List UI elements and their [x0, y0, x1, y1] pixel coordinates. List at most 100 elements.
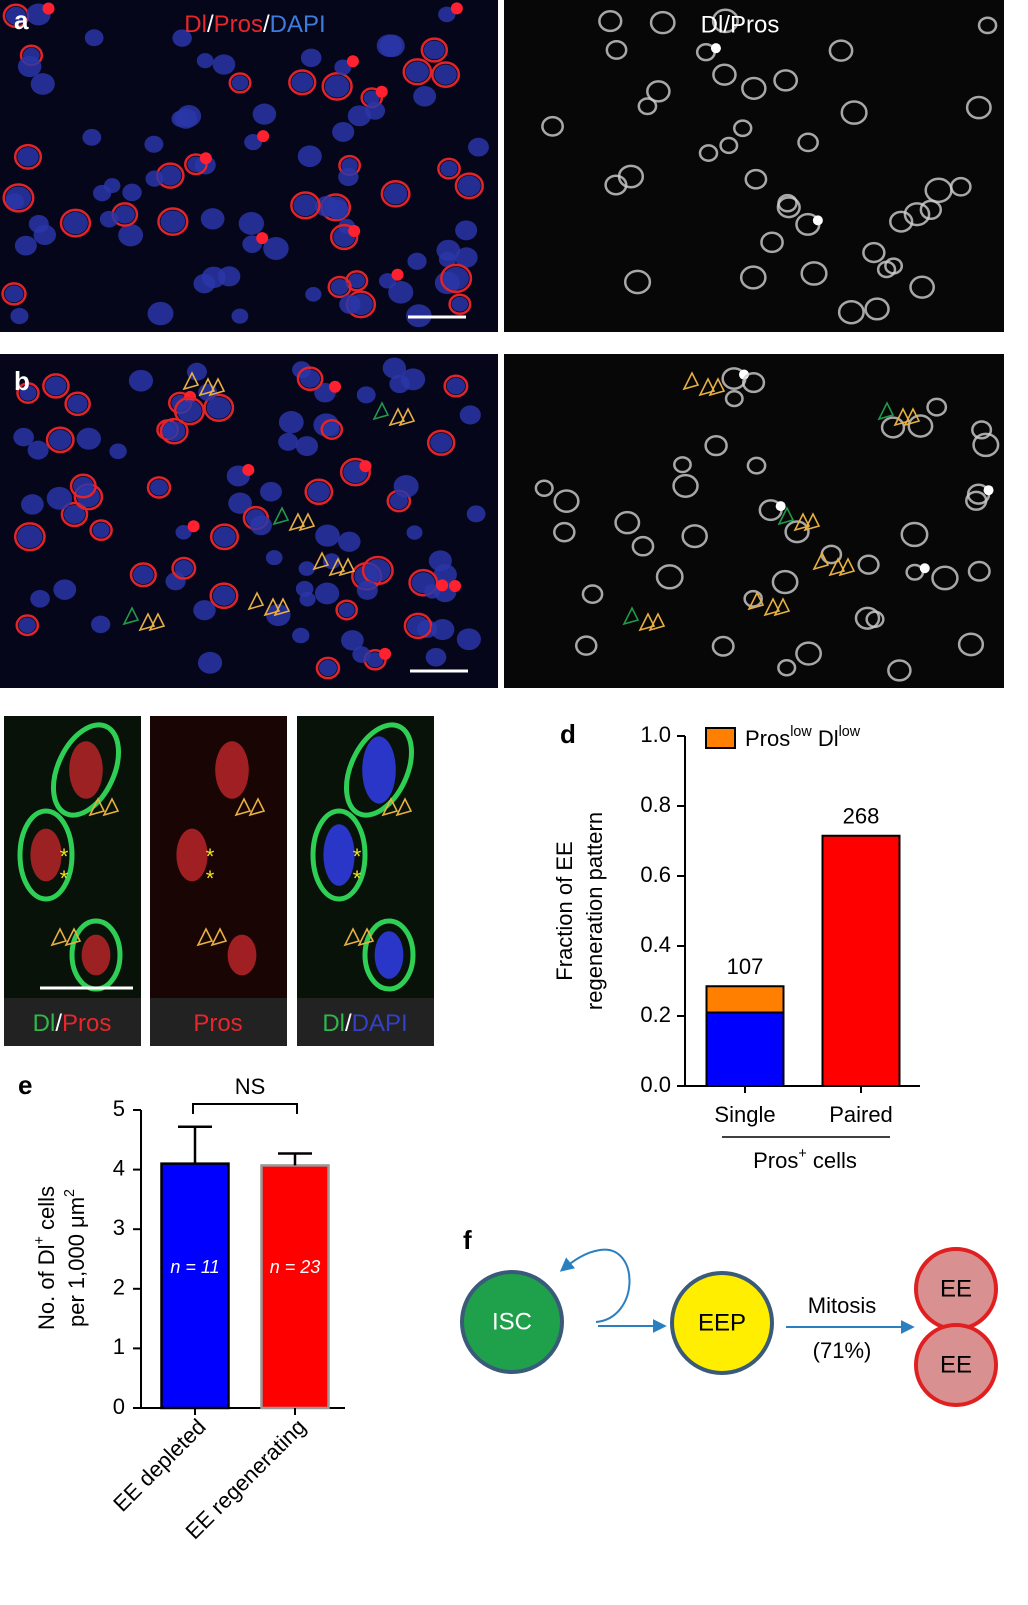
- cell-ring: [159, 417, 189, 445]
- cell-outline: [17, 808, 75, 902]
- cell-ring: [773, 69, 799, 92]
- arrowhead: [682, 371, 700, 391]
- bar-segment: [705, 1011, 785, 1087]
- nucleus: [339, 294, 361, 315]
- cell-ring: [534, 479, 554, 497]
- asterisk: *: [353, 844, 362, 869]
- cell-ring: [655, 564, 684, 590]
- nucleus: [196, 53, 214, 69]
- micrograph: [504, 354, 1004, 688]
- nucleus: [238, 212, 265, 235]
- bright-dot: [710, 43, 721, 54]
- cell-ring: [60, 501, 89, 528]
- nucleus: [13, 427, 34, 447]
- cell-ring: [42, 373, 70, 399]
- cell-ring: [623, 269, 652, 295]
- micrograph: [0, 0, 498, 332]
- arrowhead: [328, 557, 346, 577]
- nucleus: [438, 6, 456, 23]
- cell-ring: [681, 524, 708, 549]
- nucleus: [393, 475, 419, 498]
- arrowhead: [122, 606, 140, 626]
- cell-ring: [296, 366, 324, 392]
- nucleus: [4, 285, 24, 303]
- label-part: cells: [34, 1186, 59, 1236]
- nucleus: [292, 627, 310, 644]
- arrowhead: [64, 927, 82, 947]
- nucleus: [46, 486, 73, 510]
- significance-bracket: [192, 1103, 298, 1114]
- nucleus: [307, 481, 330, 502]
- cell-ring: [69, 473, 97, 499]
- pros-signal: [81, 934, 111, 976]
- nucleus: [423, 40, 445, 60]
- dapi-signal: [374, 931, 404, 979]
- bar: [160, 1162, 230, 1410]
- nucleus: [295, 436, 319, 457]
- cell-ring: [454, 172, 484, 200]
- nucleus: [298, 561, 315, 576]
- nucleus: [356, 580, 378, 600]
- cell-ring: [760, 231, 784, 254]
- cell-ring: [971, 420, 993, 440]
- nucleus: [177, 400, 202, 423]
- cell-ring: [605, 40, 628, 60]
- cell-ring: [304, 478, 334, 506]
- cell-ring: [743, 589, 763, 608]
- channel-label: Dl/Pros: [701, 11, 780, 38]
- cell-ring: [924, 177, 953, 204]
- nucleus: [407, 252, 427, 270]
- nucleus: [197, 651, 223, 674]
- nucleus: [428, 550, 452, 572]
- nucleus: [5, 186, 32, 210]
- arrowhead: [381, 797, 399, 817]
- asterisk: *: [60, 844, 69, 869]
- nucleus: [186, 362, 207, 381]
- arrowhead: [877, 401, 895, 421]
- arrowhead: [208, 377, 226, 397]
- channel-name: Dl: [184, 11, 207, 38]
- nucleus: [366, 652, 384, 668]
- nucleus: [457, 175, 481, 197]
- nucleus: [265, 550, 283, 566]
- bar-label: 107: [727, 954, 764, 979]
- arrowhead: [803, 512, 821, 532]
- arrowhead: [273, 597, 291, 617]
- nucleus: [212, 54, 236, 75]
- cell-ring: [649, 10, 676, 35]
- arrowhead: [102, 797, 120, 817]
- asterisk: *: [60, 866, 69, 891]
- x-tick-label: Paired: [829, 1102, 893, 1127]
- arrowhead: [182, 371, 200, 391]
- cell-ring: [290, 191, 321, 220]
- nucleus: [334, 59, 352, 75]
- red-blob: [449, 580, 462, 593]
- cell-ring: [672, 473, 699, 498]
- channel-name: Dl: [322, 1010, 345, 1037]
- arrowhead: [343, 927, 361, 947]
- nucleus: [10, 307, 29, 325]
- nucleus: [260, 481, 282, 502]
- cell-ring: [157, 207, 189, 236]
- channel-name: Pros: [193, 1010, 242, 1037]
- nucleus: [17, 147, 39, 167]
- cell-ring: [598, 10, 623, 33]
- channel-label: Pros: [193, 1010, 242, 1037]
- cell-ring: [15, 614, 40, 637]
- nucleus: [348, 273, 366, 289]
- arrowhead: [298, 512, 316, 532]
- bar-label: n = 23: [270, 1257, 321, 1277]
- nucleus: [430, 618, 455, 641]
- nucleus: [114, 205, 135, 224]
- panel-label: d: [560, 719, 576, 749]
- cell-ring: [541, 115, 564, 137]
- nucleus: [18, 617, 36, 633]
- cell-ring: [800, 261, 828, 286]
- channel-name: Pros: [214, 11, 263, 38]
- nucleus: [63, 504, 86, 524]
- cell-ring: [739, 265, 767, 290]
- nucleus: [76, 427, 101, 450]
- nucleus: [451, 296, 469, 312]
- nucleus: [352, 646, 371, 663]
- arrowhead: [248, 797, 266, 817]
